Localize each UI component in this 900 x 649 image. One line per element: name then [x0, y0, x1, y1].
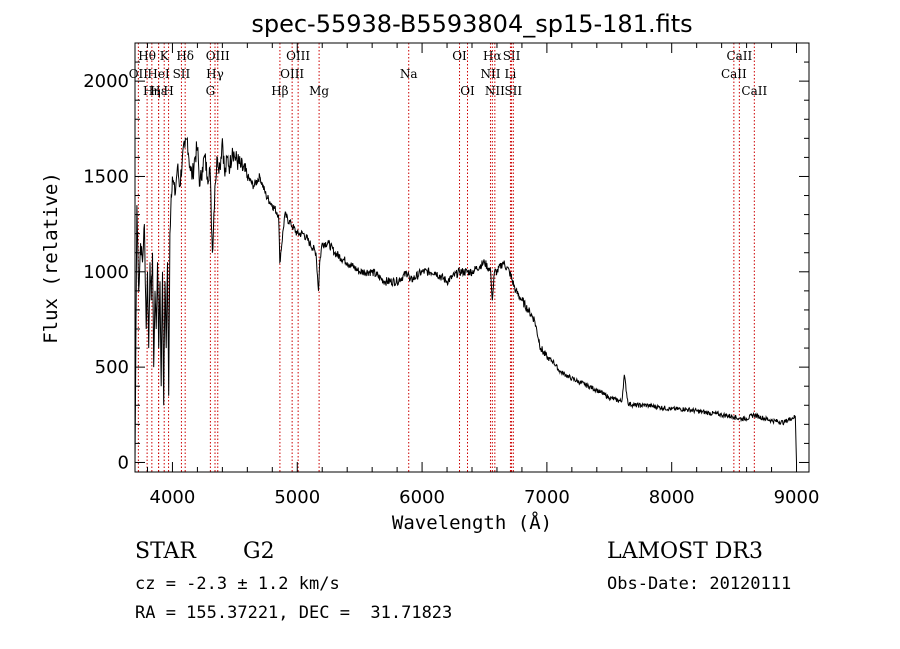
spectral-line-label: CaII [721, 67, 747, 81]
spectral-line-label: NII [480, 67, 500, 81]
subclass: G2 [243, 539, 275, 564]
plot-frame [134, 42, 810, 473]
spectral-line-label: K [160, 49, 170, 63]
spectral-line-label: SII [504, 84, 522, 98]
x-tick-label: 7000 [524, 487, 570, 508]
x-tick-label: 9000 [774, 487, 820, 508]
y-tick-label: 1500 [83, 166, 129, 187]
spectral-line-label: CaII [741, 84, 767, 98]
spectral-line-label: HeI [147, 67, 170, 81]
coordinates: RA = 155.37221, DEC = 31.71823 [135, 603, 453, 623]
chart-title: spec-55938-B5593804_sp15-181.fits [251, 10, 692, 38]
spectral-line-label: H [163, 84, 173, 98]
y-tick-label: 1000 [83, 262, 129, 283]
spectral-line-label: Hδ [176, 49, 194, 63]
spectral-line-label: Hε [150, 84, 167, 98]
spectral-line-label: Mg [309, 84, 329, 98]
spectral-line-label: OI [460, 84, 475, 98]
spectral-line-label: G [206, 84, 216, 98]
redshift-text: cz = -2.3 ± 1.2 km/s [135, 574, 340, 594]
spectral-line-label: Li [505, 67, 517, 81]
spectral-line-label: Hη [143, 84, 161, 98]
spectral-line-label: Hγ [206, 67, 224, 81]
spectral-line-label: OII [129, 67, 149, 81]
series-line-flux [134, 136, 797, 463]
spectral-line-label: CaII [726, 49, 752, 63]
y-tick-label: 0 [118, 452, 129, 473]
spectral-line-label: SII [173, 67, 191, 81]
series-layer [134, 136, 797, 463]
spectral-line-label: Hβ [271, 84, 288, 98]
x-tick-label: 6000 [399, 487, 445, 508]
spectral-line-label: OIII [280, 67, 304, 81]
spectral-line-label: OI [452, 49, 467, 63]
object-class: STAR [135, 539, 196, 564]
y-tick-label: 500 [95, 357, 129, 378]
ticks-layer: 4000 5000 6000 7000 8000 9000 0 500 1000 1500 2000 [83, 43, 819, 508]
y-axis-title: Flux (relative) [40, 172, 62, 344]
x-tick-label: 4000 [150, 487, 196, 508]
spectral-line-label: OIII [286, 49, 310, 63]
x-tick-label: 5000 [274, 487, 320, 508]
x-tick-label: 8000 [649, 487, 695, 508]
spectral-line-label: OIII [206, 49, 230, 63]
spectral-line-label: SII [503, 49, 521, 63]
x-axis-title: Wavelength (Å) [392, 511, 552, 534]
spectral-line-label: Hα [483, 49, 502, 63]
spectral-line-label: Na [400, 67, 418, 81]
obs-date: Obs-Date: 20120111 [607, 574, 792, 594]
spectral-line-label: NII [485, 84, 505, 98]
survey-name: LAMOST DR3 [607, 539, 763, 564]
spectral-line-label: Hθ [138, 49, 156, 63]
y-tick-label: 2000 [83, 71, 129, 92]
